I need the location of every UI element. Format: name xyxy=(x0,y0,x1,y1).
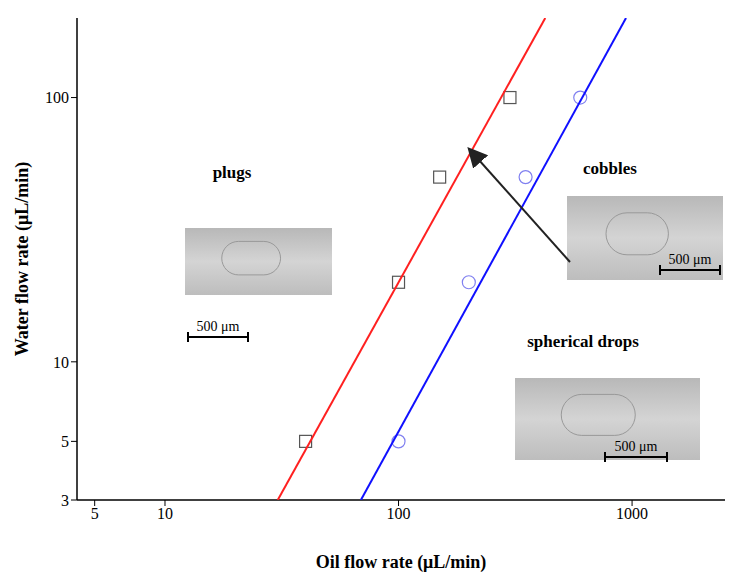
svg-text:3: 3 xyxy=(61,492,69,509)
svg-text:Oil flow rate (μL/min): Oil flow rate (μL/min) xyxy=(316,552,487,573)
svg-text:5: 5 xyxy=(91,505,99,522)
svg-text:500 μm: 500 μm xyxy=(669,252,712,267)
svg-text:Water flow rate (μL/min): Water flow rate (μL/min) xyxy=(12,162,33,356)
svg-text:100: 100 xyxy=(45,89,69,106)
svg-text:100: 100 xyxy=(387,505,411,522)
svg-text:plugs: plugs xyxy=(213,163,252,182)
svg-text:5: 5 xyxy=(61,433,69,450)
svg-text:cobbles: cobbles xyxy=(583,159,637,178)
svg-text:1000: 1000 xyxy=(616,505,648,522)
svg-text:500 μm: 500 μm xyxy=(197,319,240,334)
svg-text:10: 10 xyxy=(157,505,173,522)
svg-text:500 μm: 500 μm xyxy=(615,439,658,454)
svg-text:10: 10 xyxy=(53,354,69,371)
svg-text:spherical drops: spherical drops xyxy=(527,332,639,351)
